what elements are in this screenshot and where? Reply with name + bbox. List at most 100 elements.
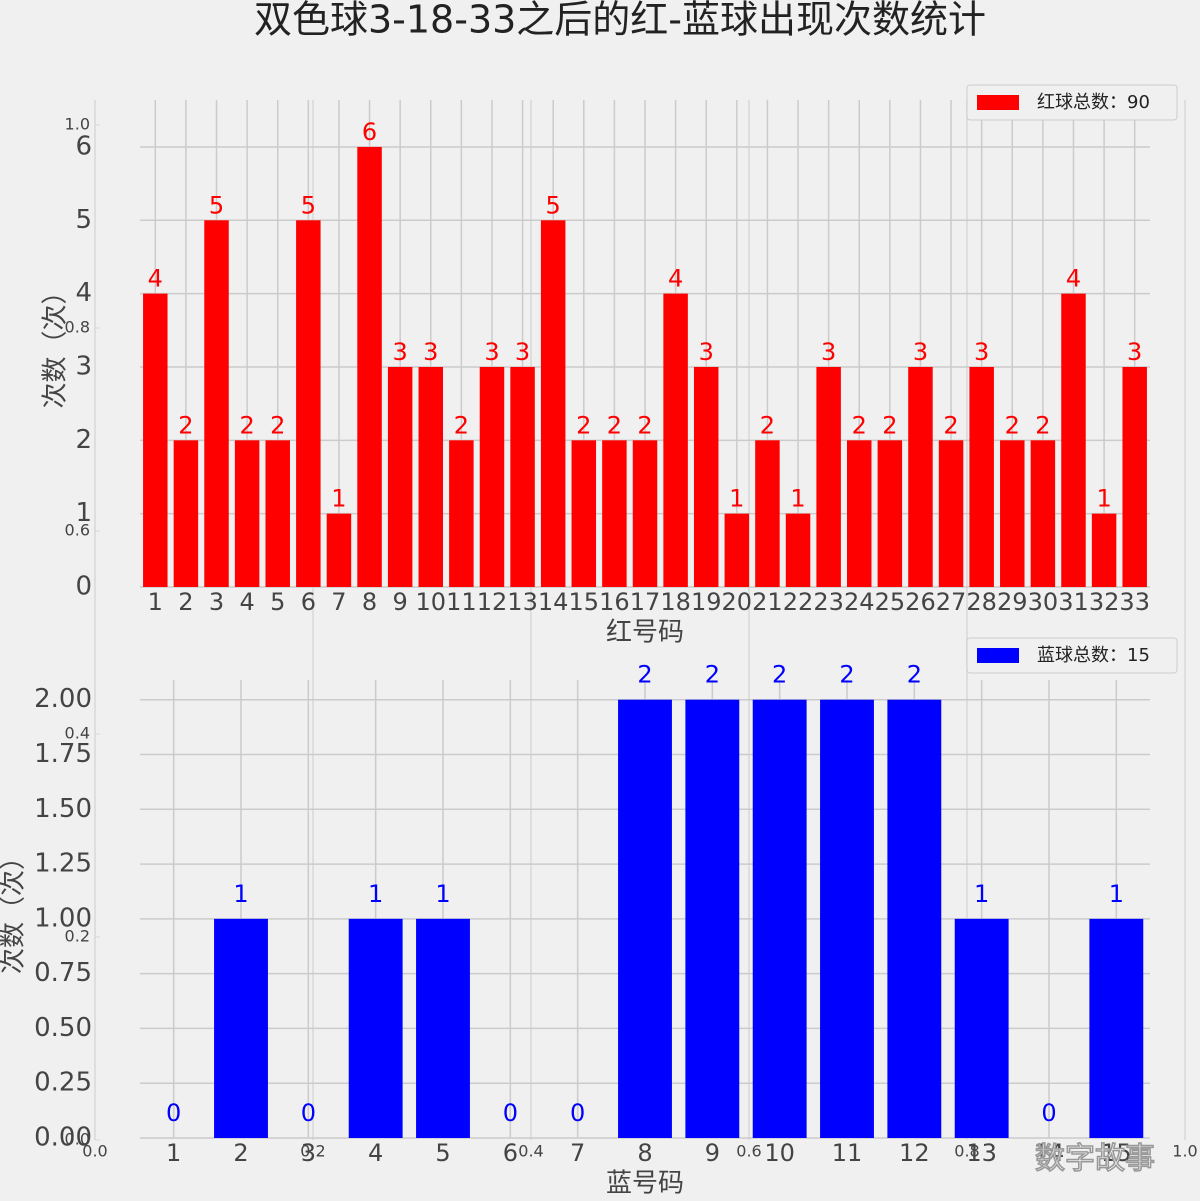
bar <box>938 440 964 587</box>
value-label: 1 <box>1109 880 1124 908</box>
x-tick-label: 6 <box>301 588 316 616</box>
x-tick-label: 8 <box>637 1139 652 1167</box>
ghost-y-tick-label: 0.2 <box>65 927 90 946</box>
x-tick-label: 27 <box>936 588 967 616</box>
x-tick-label: 5 <box>270 588 285 616</box>
legend-swatch <box>977 95 1019 110</box>
value-label: 2 <box>772 661 787 689</box>
bar <box>785 513 811 587</box>
x-tick-label: 3 <box>301 1139 316 1167</box>
y-tick-label: 0.75 <box>34 958 92 988</box>
value-label: 4 <box>668 265 683 293</box>
y-tick-label: 0.25 <box>34 1068 92 1098</box>
bar <box>877 440 903 587</box>
bar <box>540 220 566 587</box>
value-label: 0 <box>503 1099 518 1127</box>
bar <box>887 699 942 1138</box>
y-tick-label: 0.50 <box>34 1013 92 1043</box>
x-tick-label: 29 <box>997 588 1028 616</box>
x-tick-label: 20 <box>722 588 753 616</box>
x-tick-label: 17 <box>630 588 661 616</box>
ghost-y-tick-label: 1.0 <box>65 115 90 134</box>
value-label: 2 <box>576 411 591 439</box>
y-tick-label: 0 <box>75 572 92 602</box>
value-label: 5 <box>209 191 224 219</box>
bar <box>348 918 403 1138</box>
x-tick-label: 12 <box>899 1139 930 1167</box>
value-label: 6 <box>362 118 377 146</box>
x-tick-label: 2 <box>178 588 193 616</box>
value-label: 2 <box>637 661 652 689</box>
bar <box>820 699 874 1138</box>
y-tick-label: 1.75 <box>34 739 92 769</box>
bar <box>663 293 688 587</box>
x-tick-label: 9 <box>393 588 408 616</box>
bar <box>143 293 168 587</box>
x-tick-label: 4 <box>239 588 254 616</box>
x-tick-label: 11 <box>446 588 477 616</box>
bar <box>1030 440 1056 587</box>
y-tick-label: 1 <box>75 498 92 528</box>
x-tick-label: 1 <box>148 588 163 616</box>
x-tick-label: 10 <box>764 1139 795 1167</box>
value-label: 2 <box>637 411 652 439</box>
bar <box>265 440 290 587</box>
ghost-x-tick-label: 0.2 <box>300 1142 325 1161</box>
value-label: 0 <box>166 1099 181 1127</box>
ghost-y-tick-label: 0.8 <box>65 318 90 337</box>
chart-title: 双色球3-18-33之后的红-蓝球出现次数统计 <box>254 0 986 42</box>
value-label: 0 <box>301 1099 316 1127</box>
bar <box>755 440 780 587</box>
y-tick-label: 2.00 <box>34 684 92 714</box>
y-tick-label: 2 <box>75 425 92 455</box>
y-tick-label: 3 <box>75 351 92 381</box>
x-tick-label: 14 <box>538 588 569 616</box>
value-label: 5 <box>301 191 316 219</box>
value-label: 5 <box>546 191 561 219</box>
bar <box>357 146 382 587</box>
value-label: 0 <box>1041 1099 1056 1127</box>
y-tick-label: 1.25 <box>34 849 92 879</box>
value-label: 1 <box>331 485 346 513</box>
bar <box>416 918 470 1138</box>
bar <box>969 366 994 587</box>
y-axis-label: 次数（次） <box>41 278 71 408</box>
bar <box>204 220 229 587</box>
y-tick-label: 1.50 <box>34 794 92 824</box>
value-label: 1 <box>1096 485 1111 513</box>
x-tick-label: 33 <box>1119 588 1150 616</box>
value-label: 1 <box>368 880 383 908</box>
bar <box>618 699 672 1138</box>
value-label: 2 <box>607 411 622 439</box>
x-tick-label: 23 <box>813 588 844 616</box>
legend-label: 红球总数：90 <box>1037 92 1150 113</box>
legend-box <box>966 637 1178 674</box>
value-label: 2 <box>1005 411 1020 439</box>
legend-label: 蓝球总数：15 <box>1037 645 1150 666</box>
ghost-x-tick-label: 0.6 <box>736 1142 761 1161</box>
value-label: 3 <box>393 338 408 366</box>
bar <box>571 440 597 587</box>
value-label: 0 <box>570 1099 585 1127</box>
ghost-axes: 0.0 0.2 0.4 0.6 0.8 1.0 0.0 0.2 0.4 0.6 0.8 1.0 <box>65 100 1198 1161</box>
x-tick-label: 10 <box>415 588 446 616</box>
ghost-x-tick-label: 1.0 <box>1172 1142 1197 1161</box>
value-label: 3 <box>913 338 928 366</box>
x-tick-label: 8 <box>362 588 377 616</box>
bar <box>296 220 321 587</box>
value-label: 3 <box>484 338 499 366</box>
value-label: 2 <box>705 661 720 689</box>
bar <box>326 513 352 587</box>
bar <box>1089 918 1144 1138</box>
x-axis-label: 红号码 <box>606 618 684 648</box>
x-tick-label: 11 <box>832 1139 863 1167</box>
legend-box <box>966 84 1178 121</box>
x-tick-label: 7 <box>570 1139 585 1167</box>
bar <box>693 366 719 587</box>
bar <box>234 440 260 587</box>
x-tick-label: 4 <box>368 1139 383 1167</box>
x-tick-label: 14 <box>1034 1139 1065 1167</box>
value-label: 1 <box>974 880 989 908</box>
bar <box>387 366 413 587</box>
